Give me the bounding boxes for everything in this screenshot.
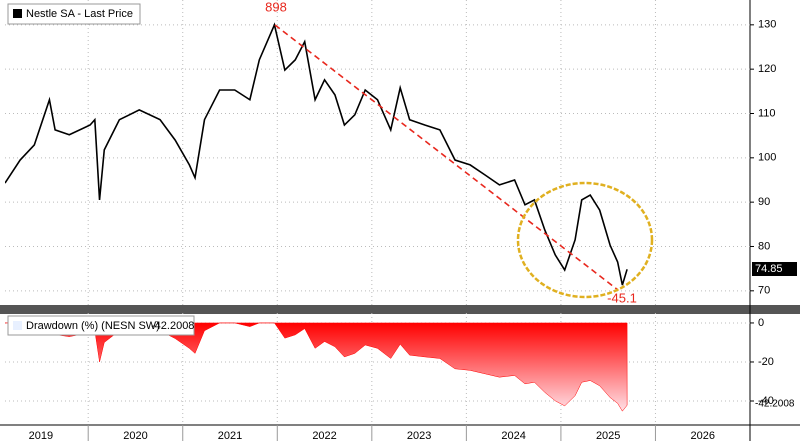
y-tick-label: 130 <box>758 19 776 31</box>
annotation: 898 <box>265 0 287 14</box>
legend <box>7 3 141 25</box>
y-tick-label: 120 <box>758 63 776 75</box>
y-tick-label: 0 <box>758 317 764 329</box>
last-value-box <box>752 262 797 276</box>
y-tick-label: 110 <box>758 107 776 119</box>
panel-separator <box>0 305 800 314</box>
legend-label: Drawdown (%) (NESN SW) <box>26 320 160 332</box>
annotation: -45.1 <box>607 290 637 305</box>
last-value-label: 74.85 <box>755 263 783 275</box>
x-tick-label: 2023 <box>407 430 431 441</box>
x-tick-label: 2025 <box>596 430 620 441</box>
x-tick-label: 2021 <box>218 430 242 441</box>
last-value-label: -42.2008 <box>755 399 795 410</box>
legend <box>7 315 195 336</box>
x-tick-label: 2024 <box>501 430 525 441</box>
x-tick-label: 2019 <box>29 430 53 441</box>
drawdown-area <box>5 322 628 412</box>
x-tick-label: 2020 <box>123 430 147 441</box>
highlight-circle <box>516 181 654 299</box>
y-tick-label: 90 <box>758 196 770 208</box>
legend-value: -42.2008 <box>151 320 194 332</box>
y-tick-label: 100 <box>758 152 776 164</box>
y-tick-label: 80 <box>758 240 770 252</box>
x-tick-label: 2026 <box>690 430 714 441</box>
y-tick-label: -20 <box>758 356 774 368</box>
price-line <box>5 22 628 286</box>
legend-swatch <box>13 321 22 330</box>
y-tick-label: 70 <box>758 285 770 297</box>
x-tick-label: 2022 <box>312 430 336 441</box>
legend-swatch <box>13 9 22 18</box>
trend-line <box>274 24 619 291</box>
y-tick-label: -40 <box>758 395 774 407</box>
legend-label: Nestle SA - Last Price <box>26 8 133 20</box>
